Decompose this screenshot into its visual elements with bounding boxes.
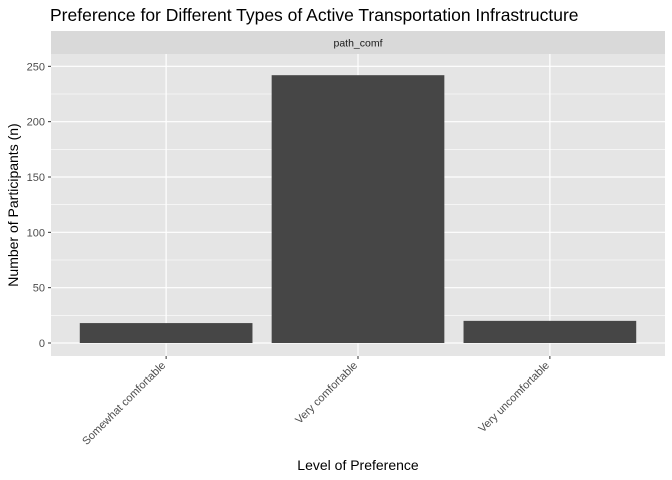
bar: [271, 75, 445, 343]
y-tick-label: 50: [33, 283, 45, 295]
x-tick-label: Very comfortable: [293, 360, 360, 427]
bars: [79, 75, 637, 343]
y-tick-label: 200: [27, 117, 45, 129]
x-axis-title: Level of Preference: [297, 457, 419, 473]
y-tick-label: 150: [27, 172, 45, 184]
y-axis-title: Number of Participants (n): [5, 123, 21, 286]
x-axis-ticks: Somewhat comfortable Very comfortable Very…: [80, 356, 552, 448]
bar: [79, 323, 253, 343]
bar: [463, 320, 637, 343]
chart-title: Preference for Different Types of Active…: [50, 5, 579, 25]
y-axis-ticks: 0 50 100 150 200 250: [27, 61, 51, 350]
y-tick-label: 100: [27, 227, 45, 239]
facet-strip-label: path_comf: [333, 38, 382, 50]
x-tick-label: Very uncomfortable: [476, 360, 552, 436]
y-tick-label: 0: [39, 338, 45, 350]
x-tick-label: Somewhat comfortable: [80, 360, 168, 448]
y-tick-label: 250: [27, 61, 45, 73]
facet-strip: [51, 31, 665, 54]
